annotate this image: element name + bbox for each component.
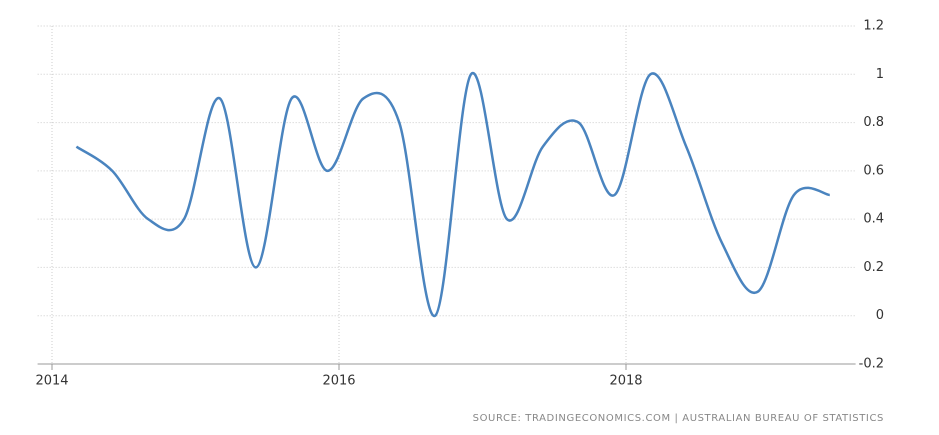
x-tick-label: 2016 xyxy=(322,374,355,389)
source-note: SOURCE: TRADINGECONOMICS.COM | AUSTRALIA… xyxy=(473,413,884,424)
y-tick-label: 0 xyxy=(876,308,884,323)
x-tick-label: 2018 xyxy=(609,374,642,389)
y-tick-label: 1.2 xyxy=(863,19,884,34)
y-tick-label: 0.6 xyxy=(863,163,884,178)
y-tick-label: -0.2 xyxy=(859,357,884,372)
y-tick-label: 1 xyxy=(876,67,884,82)
y-tick-label: 0.2 xyxy=(863,260,884,275)
x-tick-label: 2014 xyxy=(35,374,68,389)
y-tick-label: 0.4 xyxy=(863,212,884,227)
line-series xyxy=(75,72,831,317)
y-tick-label: 0.8 xyxy=(863,115,884,130)
